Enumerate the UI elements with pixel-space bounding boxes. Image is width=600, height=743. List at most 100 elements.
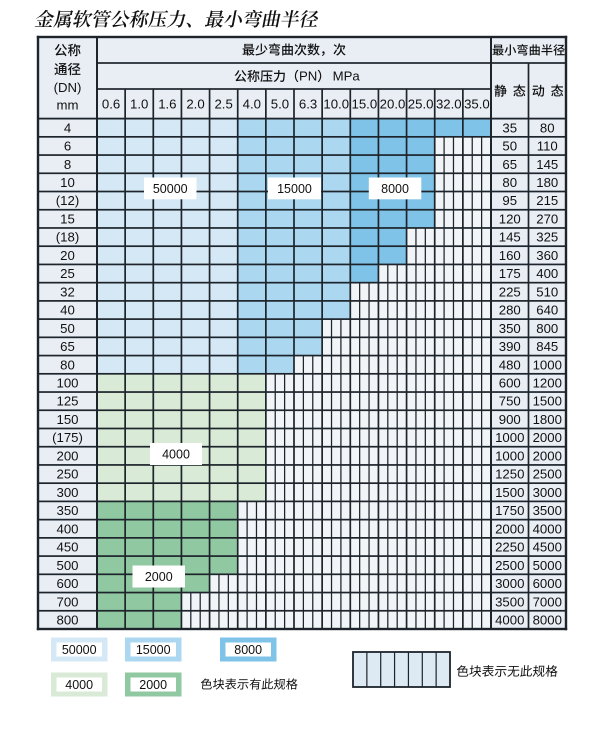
svg-text:845: 845 — [536, 339, 558, 354]
svg-text:80: 80 — [540, 120, 555, 135]
svg-text:PN: PN — [299, 69, 317, 84]
svg-text:4000: 4000 — [495, 612, 524, 627]
svg-text:8000: 8000 — [234, 643, 262, 657]
svg-text:2000: 2000 — [533, 448, 562, 463]
svg-text:2250: 2250 — [495, 540, 524, 555]
svg-text:6: 6 — [64, 139, 71, 154]
svg-text:25.0: 25.0 — [408, 96, 434, 111]
svg-text:450: 450 — [56, 540, 78, 555]
svg-text:175: 175 — [499, 266, 521, 281]
svg-text:20: 20 — [60, 248, 75, 263]
svg-text:4000: 4000 — [533, 521, 562, 536]
svg-text:32.0: 32.0 — [436, 96, 462, 111]
svg-text:300: 300 — [56, 485, 78, 500]
svg-text:500: 500 — [56, 558, 78, 573]
svg-text:7000: 7000 — [533, 594, 562, 609]
svg-text:65: 65 — [60, 339, 75, 354]
svg-text:1000: 1000 — [495, 430, 524, 445]
svg-text:1200: 1200 — [533, 376, 562, 391]
svg-text:32: 32 — [60, 284, 75, 299]
svg-text:15000: 15000 — [277, 182, 312, 196]
svg-text:1500: 1500 — [533, 394, 562, 409]
svg-text:65: 65 — [502, 157, 517, 172]
svg-text:215: 215 — [536, 193, 558, 208]
svg-text:750: 750 — [499, 394, 521, 409]
svg-text:(18): (18) — [56, 230, 79, 245]
svg-text:5000: 5000 — [533, 558, 562, 573]
svg-text:MPa: MPa — [333, 69, 361, 84]
svg-text:50: 50 — [502, 139, 517, 154]
svg-text:600: 600 — [56, 576, 78, 591]
svg-text:100: 100 — [56, 376, 78, 391]
svg-text:2500: 2500 — [533, 467, 562, 482]
svg-text:1250: 1250 — [495, 467, 524, 482]
svg-text:1.0: 1.0 — [130, 96, 148, 111]
svg-text:250: 250 — [56, 467, 78, 482]
svg-text:900: 900 — [499, 412, 521, 427]
svg-text:80: 80 — [60, 357, 75, 372]
svg-text:2.0: 2.0 — [186, 96, 204, 111]
svg-text:4000: 4000 — [162, 448, 190, 462]
svg-text:2000: 2000 — [533, 430, 562, 445]
svg-text:1000: 1000 — [495, 448, 524, 463]
svg-text:400: 400 — [536, 266, 558, 281]
svg-text:15.0: 15.0 — [352, 96, 378, 111]
svg-text:50000: 50000 — [62, 643, 97, 657]
svg-text:2500: 2500 — [495, 558, 524, 573]
svg-text:270: 270 — [536, 211, 558, 226]
svg-text:1.6: 1.6 — [158, 96, 176, 111]
svg-text:145: 145 — [536, 157, 558, 172]
svg-text:50000: 50000 — [153, 182, 188, 196]
svg-text:180: 180 — [536, 175, 558, 190]
svg-text:160: 160 — [499, 248, 521, 263]
svg-text:360: 360 — [536, 248, 558, 263]
svg-text:800: 800 — [56, 612, 78, 627]
svg-text:0.6: 0.6 — [102, 96, 120, 111]
svg-text:15: 15 — [60, 211, 75, 226]
svg-text:700: 700 — [56, 594, 78, 609]
svg-text:350: 350 — [56, 503, 78, 518]
svg-text:8000: 8000 — [533, 612, 562, 627]
svg-text:510: 510 — [536, 284, 558, 299]
svg-text:640: 640 — [536, 303, 558, 318]
svg-text:35.0: 35.0 — [464, 96, 490, 111]
svg-text:6000: 6000 — [533, 576, 562, 591]
svg-text:20.0: 20.0 — [380, 96, 406, 111]
svg-text:(12): (12) — [56, 193, 79, 208]
svg-text:225: 225 — [499, 284, 521, 299]
svg-text:800: 800 — [536, 321, 558, 336]
svg-text:95: 95 — [502, 193, 517, 208]
svg-text:150: 150 — [56, 412, 78, 427]
svg-text:6.3: 6.3 — [299, 96, 317, 111]
svg-text:15000: 15000 — [136, 643, 171, 657]
svg-text:(175): (175) — [52, 430, 83, 445]
svg-text:5.0: 5.0 — [271, 96, 289, 111]
svg-text:4.0: 4.0 — [243, 96, 261, 111]
svg-text:3500: 3500 — [495, 594, 524, 609]
svg-text:400: 400 — [56, 521, 78, 536]
svg-text:125: 125 — [56, 394, 78, 409]
svg-text:325: 325 — [536, 230, 558, 245]
svg-text:2000: 2000 — [145, 570, 173, 584]
svg-text:4: 4 — [64, 120, 71, 135]
svg-text:200: 200 — [56, 448, 78, 463]
svg-text:120: 120 — [499, 211, 521, 226]
svg-text:110: 110 — [537, 139, 558, 154]
svg-text:4500: 4500 — [533, 540, 562, 555]
svg-text:350: 350 — [499, 321, 521, 336]
svg-text:50: 50 — [60, 321, 75, 336]
svg-text:mm: mm — [57, 98, 79, 113]
svg-text:1750: 1750 — [495, 503, 524, 518]
svg-text:280: 280 — [499, 303, 521, 318]
svg-text:1500: 1500 — [495, 485, 524, 500]
svg-text:25: 25 — [60, 266, 75, 281]
svg-text:3000: 3000 — [533, 485, 562, 500]
svg-text:(DN): (DN) — [54, 80, 82, 95]
svg-text:1000: 1000 — [533, 357, 562, 372]
svg-text:40: 40 — [60, 303, 75, 318]
svg-text:3500: 3500 — [533, 503, 562, 518]
svg-text:4000: 4000 — [65, 678, 93, 692]
svg-text:480: 480 — [499, 357, 521, 372]
svg-text:35: 35 — [502, 120, 517, 135]
svg-text:2.5: 2.5 — [214, 96, 232, 111]
